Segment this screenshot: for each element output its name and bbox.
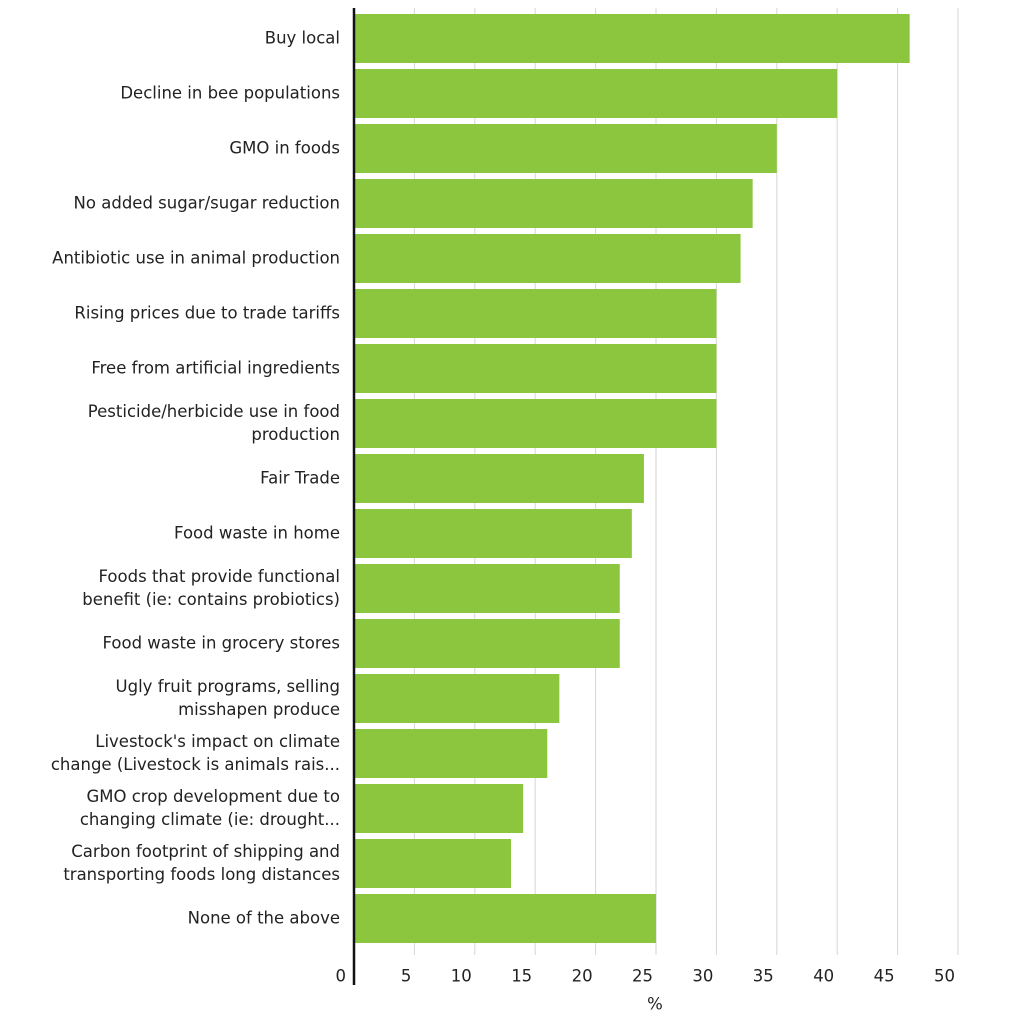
bar (354, 399, 717, 448)
category-label-line: changing climate (ie: drought... (80, 810, 340, 829)
category-label-line: change (Livestock is animals rais... (51, 755, 340, 774)
bar (354, 784, 524, 833)
category-label-line: Food waste in home (174, 523, 340, 542)
x-tick-label: 25 (632, 967, 653, 986)
category-label-line: benefit (ie: contains probiotics) (82, 590, 340, 609)
category-label-line: misshapen produce (178, 700, 340, 719)
category-label: Rising prices due to trade tariffs (74, 303, 340, 322)
category-label-line: Carbon footprint of shipping and (71, 842, 340, 861)
x-tick-label: 40 (813, 967, 834, 986)
x-tick-label: 45 (874, 967, 895, 986)
category-label: Free from artificial ingredients (91, 358, 340, 377)
category-label-line: Buy local (265, 28, 340, 47)
category-label-line: transporting foods long distances (63, 865, 340, 884)
category-label-line: GMO in foods (229, 138, 340, 157)
category-labels: Buy local Decline in bee populations GMO i… (51, 28, 340, 927)
category-label-line: Food waste in grocery stores (102, 633, 340, 652)
category-label-line: Ugly fruit programs, selling (116, 677, 340, 696)
bar (354, 564, 620, 613)
bar (354, 234, 741, 283)
bar (354, 674, 560, 723)
category-label-line: Free from artificial ingredients (91, 358, 340, 377)
category-label-line: Fair Trade (260, 468, 340, 487)
category-label: Foods that provide functional benefit (ie… (82, 567, 340, 609)
category-label: No added sugar/sugar reduction (74, 193, 340, 212)
category-label: Livestock's impact on climate change (Liv… (51, 732, 340, 774)
category-label-line: production (251, 425, 340, 444)
category-label-line: Decline in bee populations (120, 83, 340, 102)
category-label-line: Rising prices due to trade tariffs (74, 303, 340, 322)
category-label-line: None of the above (188, 908, 340, 927)
category-label-line: Livestock's impact on climate (95, 732, 340, 751)
bars (354, 14, 910, 943)
bar (354, 619, 620, 668)
bar (354, 894, 656, 943)
category-label: Ugly fruit programs, selling misshapen pr… (116, 677, 340, 719)
x-tick-labels: 0 5 10 15 20 25 30 35 40 45 50 (336, 967, 956, 986)
x-tick-label: 20 (572, 967, 593, 986)
bar (354, 289, 717, 338)
category-label-line: Antibiotic use in animal production (52, 248, 340, 267)
category-label-line: GMO crop development due to (86, 787, 340, 806)
category-label: Pesticide/herbicide use in food productio… (88, 402, 340, 444)
category-label-line: Foods that provide functional (99, 567, 340, 586)
bar (354, 839, 512, 888)
category-label: Food waste in home (174, 523, 340, 542)
x-tick-label: 10 (451, 967, 472, 986)
category-label: Carbon footprint of shipping and transpor… (63, 842, 340, 884)
bar (354, 124, 777, 173)
x-tick-label: 0 (336, 967, 347, 986)
bar (354, 509, 632, 558)
x-axis-title: % (647, 995, 663, 1014)
x-tick-label: 15 (511, 967, 532, 986)
category-label-line: No added sugar/sugar reduction (74, 193, 340, 212)
bar (354, 454, 644, 503)
category-label: Fair Trade (260, 468, 340, 487)
bar (354, 69, 838, 118)
category-label: Decline in bee populations (120, 83, 340, 102)
x-tick-label: 30 (692, 967, 713, 986)
category-label-line: Pesticide/herbicide use in food (88, 402, 340, 421)
category-label: Buy local (265, 28, 340, 47)
category-label: None of the above (188, 908, 340, 927)
x-tick-label: 5 (401, 967, 412, 986)
category-label: Antibiotic use in animal production (52, 248, 340, 267)
x-tick-label: 50 (934, 967, 955, 986)
bar (354, 344, 717, 393)
bar (354, 179, 753, 228)
x-tick-label: 35 (753, 967, 774, 986)
category-label: Food waste in grocery stores (102, 633, 340, 652)
category-label: GMO in foods (229, 138, 340, 157)
bar (354, 729, 548, 778)
bar (354, 14, 910, 63)
category-label: GMO crop development due to changing clim… (80, 787, 340, 829)
